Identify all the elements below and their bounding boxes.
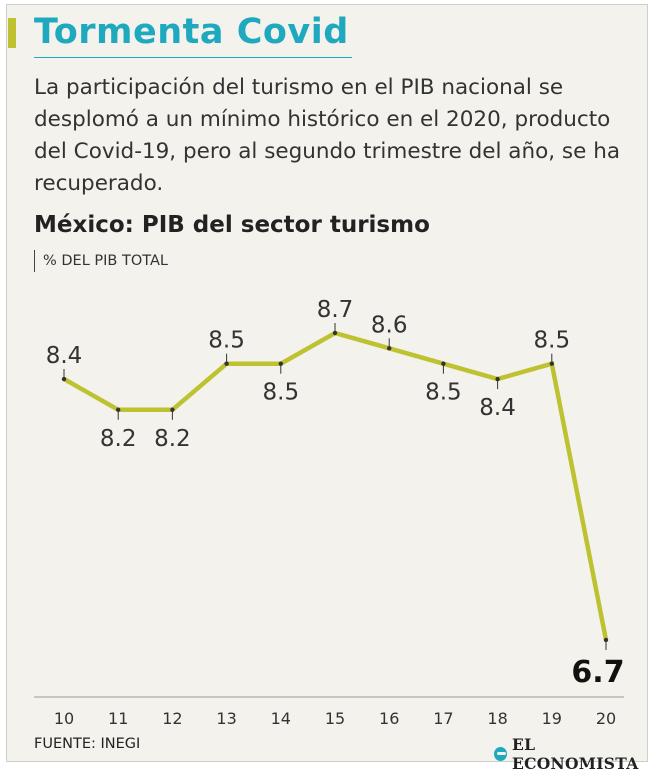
- data-label: 8.5: [425, 380, 462, 406]
- x-tick-label: 10: [54, 709, 74, 728]
- headline: Tormenta Covid: [34, 12, 349, 52]
- data-label: 8.5: [263, 380, 300, 406]
- x-tick-label: 14: [271, 709, 291, 728]
- description-text: La participación del turismo en el PIB n…: [34, 75, 621, 196]
- data-point: [170, 407, 175, 412]
- series-line: [62, 330, 609, 641]
- chart-subtitle: % DEL PIB TOTAL: [34, 250, 168, 272]
- data-point: [116, 407, 121, 412]
- data-label: 8.4: [46, 343, 83, 369]
- x-tick-label: 19: [542, 709, 562, 728]
- data-label: 6.7: [571, 655, 624, 690]
- title-accent-bar: [8, 18, 16, 48]
- data-point: [441, 361, 446, 366]
- x-tick-label: 18: [487, 709, 507, 728]
- data-label: 8.5: [534, 328, 571, 354]
- data-point: [278, 361, 283, 366]
- data-point: [603, 637, 609, 643]
- x-tick-label: 17: [433, 709, 453, 728]
- infographic-frame: [6, 4, 648, 762]
- brand-globe-icon: [494, 747, 507, 761]
- brand-name: EL ECONOMISTA: [511, 735, 639, 773]
- data-point: [387, 346, 392, 351]
- data-label: 8.7: [317, 297, 354, 323]
- x-tick-label: 12: [162, 709, 182, 728]
- chart-subtitle-text: % DEL PIB TOTAL: [43, 253, 168, 269]
- data-label: 8.6: [371, 312, 408, 338]
- x-tick-label: 11: [108, 709, 128, 728]
- data-point: [549, 361, 554, 366]
- data-point: [495, 376, 500, 382]
- source-note: FUENTE: INEGI: [34, 736, 141, 752]
- data-point: [224, 361, 229, 366]
- data-label: 8.5: [208, 328, 245, 354]
- x-tick-label: 20: [596, 709, 616, 728]
- data-point: [61, 376, 67, 382]
- x-tick-label: 16: [379, 709, 399, 728]
- subtitle-divider: [34, 250, 35, 272]
- x-tick-label: 15: [325, 709, 345, 728]
- data-label: 8.4: [479, 395, 516, 421]
- data-label: 8.2: [100, 426, 137, 452]
- chart-title: México: PIB del sector turismo: [34, 212, 430, 238]
- x-tick-label: 13: [216, 709, 236, 728]
- headline-rule: [34, 57, 352, 58]
- data-point: [332, 330, 338, 336]
- data-label: 8.2: [154, 426, 191, 452]
- brand-logo: EL ECONOMISTA: [494, 735, 656, 773]
